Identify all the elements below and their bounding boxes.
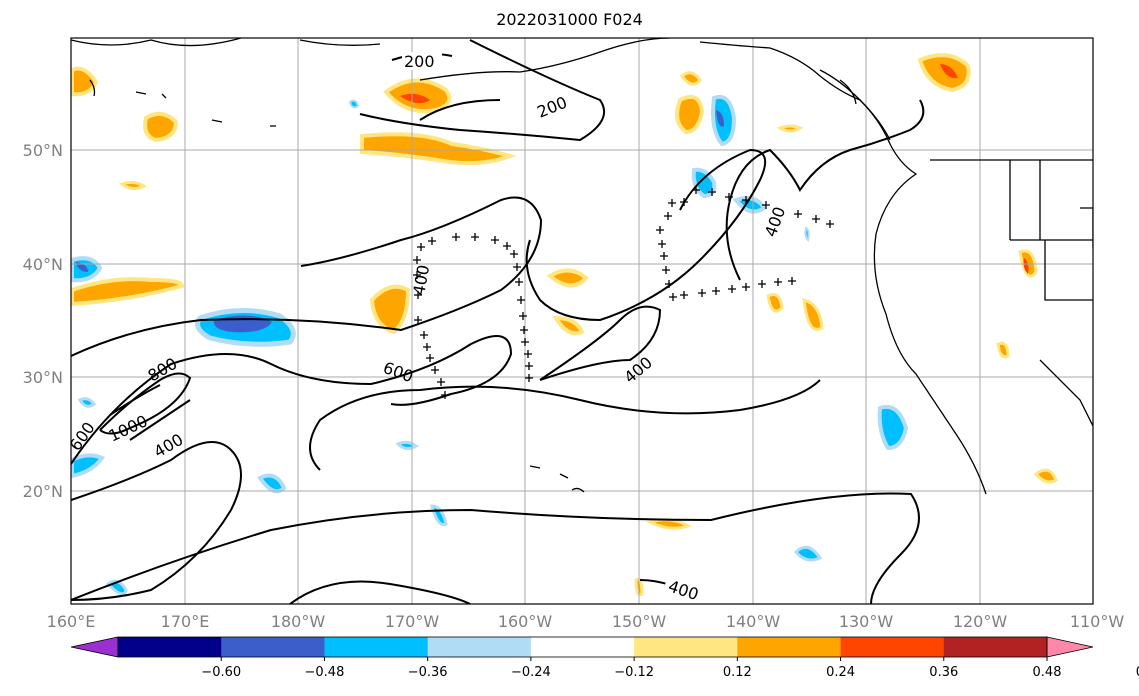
lat-label: 30°N (23, 368, 63, 387)
colorbar-cell (221, 637, 325, 657)
colorbar-frame (117, 636, 1048, 658)
lon-label: 140°W (726, 612, 781, 631)
colorbar-cell (530, 637, 635, 657)
colorbar-tick-label: −0.36 (408, 665, 448, 680)
colorbar-tick-label: 0.36 (929, 665, 958, 680)
colorbar-tick-label: 0.12 (723, 665, 752, 680)
longitude-labels: 160°E 170°E 180°W 170°W 160°W 150°W 140°… (47, 612, 1125, 631)
colorbar-cell (840, 637, 945, 657)
colorbar-cell (427, 637, 532, 657)
lon-label: 160°W (498, 612, 553, 631)
colorbar-extend-low (70, 636, 119, 658)
lon-label: 120°W (953, 612, 1008, 631)
colorbar-tick-label: 0.60 (1136, 665, 1139, 680)
colorbar-tick-label: −0.60 (201, 665, 241, 680)
latitude-labels: 50°N 40°N 30°N 20°N (23, 141, 63, 501)
lat-label: 50°N (23, 141, 63, 160)
lat-label: 40°N (23, 255, 63, 274)
colorbar-tick-label: −0.24 (511, 665, 551, 680)
plus-markers (413, 186, 834, 399)
colorbar-cell (737, 637, 842, 657)
contour-label: 200 (404, 52, 435, 71)
colorbar-tick-label: 0.24 (826, 665, 855, 680)
lon-label: 110°W (1070, 612, 1125, 631)
colorbar-cell (943, 637, 1048, 657)
colorbar-cell (634, 637, 738, 657)
lon-label: 160°E (47, 612, 96, 631)
colorbar-cell (324, 637, 429, 657)
lon-label: 170°W (385, 612, 440, 631)
lon-label: 150°W (612, 612, 667, 631)
plot-frame (70, 37, 1094, 605)
lon-label: 170°E (161, 612, 210, 631)
colorbar-tick-label: −0.12 (614, 665, 654, 680)
map-title: 2022031000 F024 (496, 10, 643, 29)
colorbar-tick-label: 0.48 (1033, 665, 1062, 680)
coastlines (71, 38, 1093, 495)
colorbar-tick-label: −0.48 (305, 665, 345, 680)
colorbar-extend-high (1046, 636, 1094, 658)
colorbar-cell (118, 637, 222, 657)
lon-label: 130°W (839, 612, 894, 631)
lat-label: 20°N (23, 482, 63, 501)
lon-label: 180°W (271, 612, 326, 631)
colorbar: −0.60 −0.48 −0.36 −0.24 −0.12 0.12 0.24 0.36 0.4… (70, 636, 1139, 680)
